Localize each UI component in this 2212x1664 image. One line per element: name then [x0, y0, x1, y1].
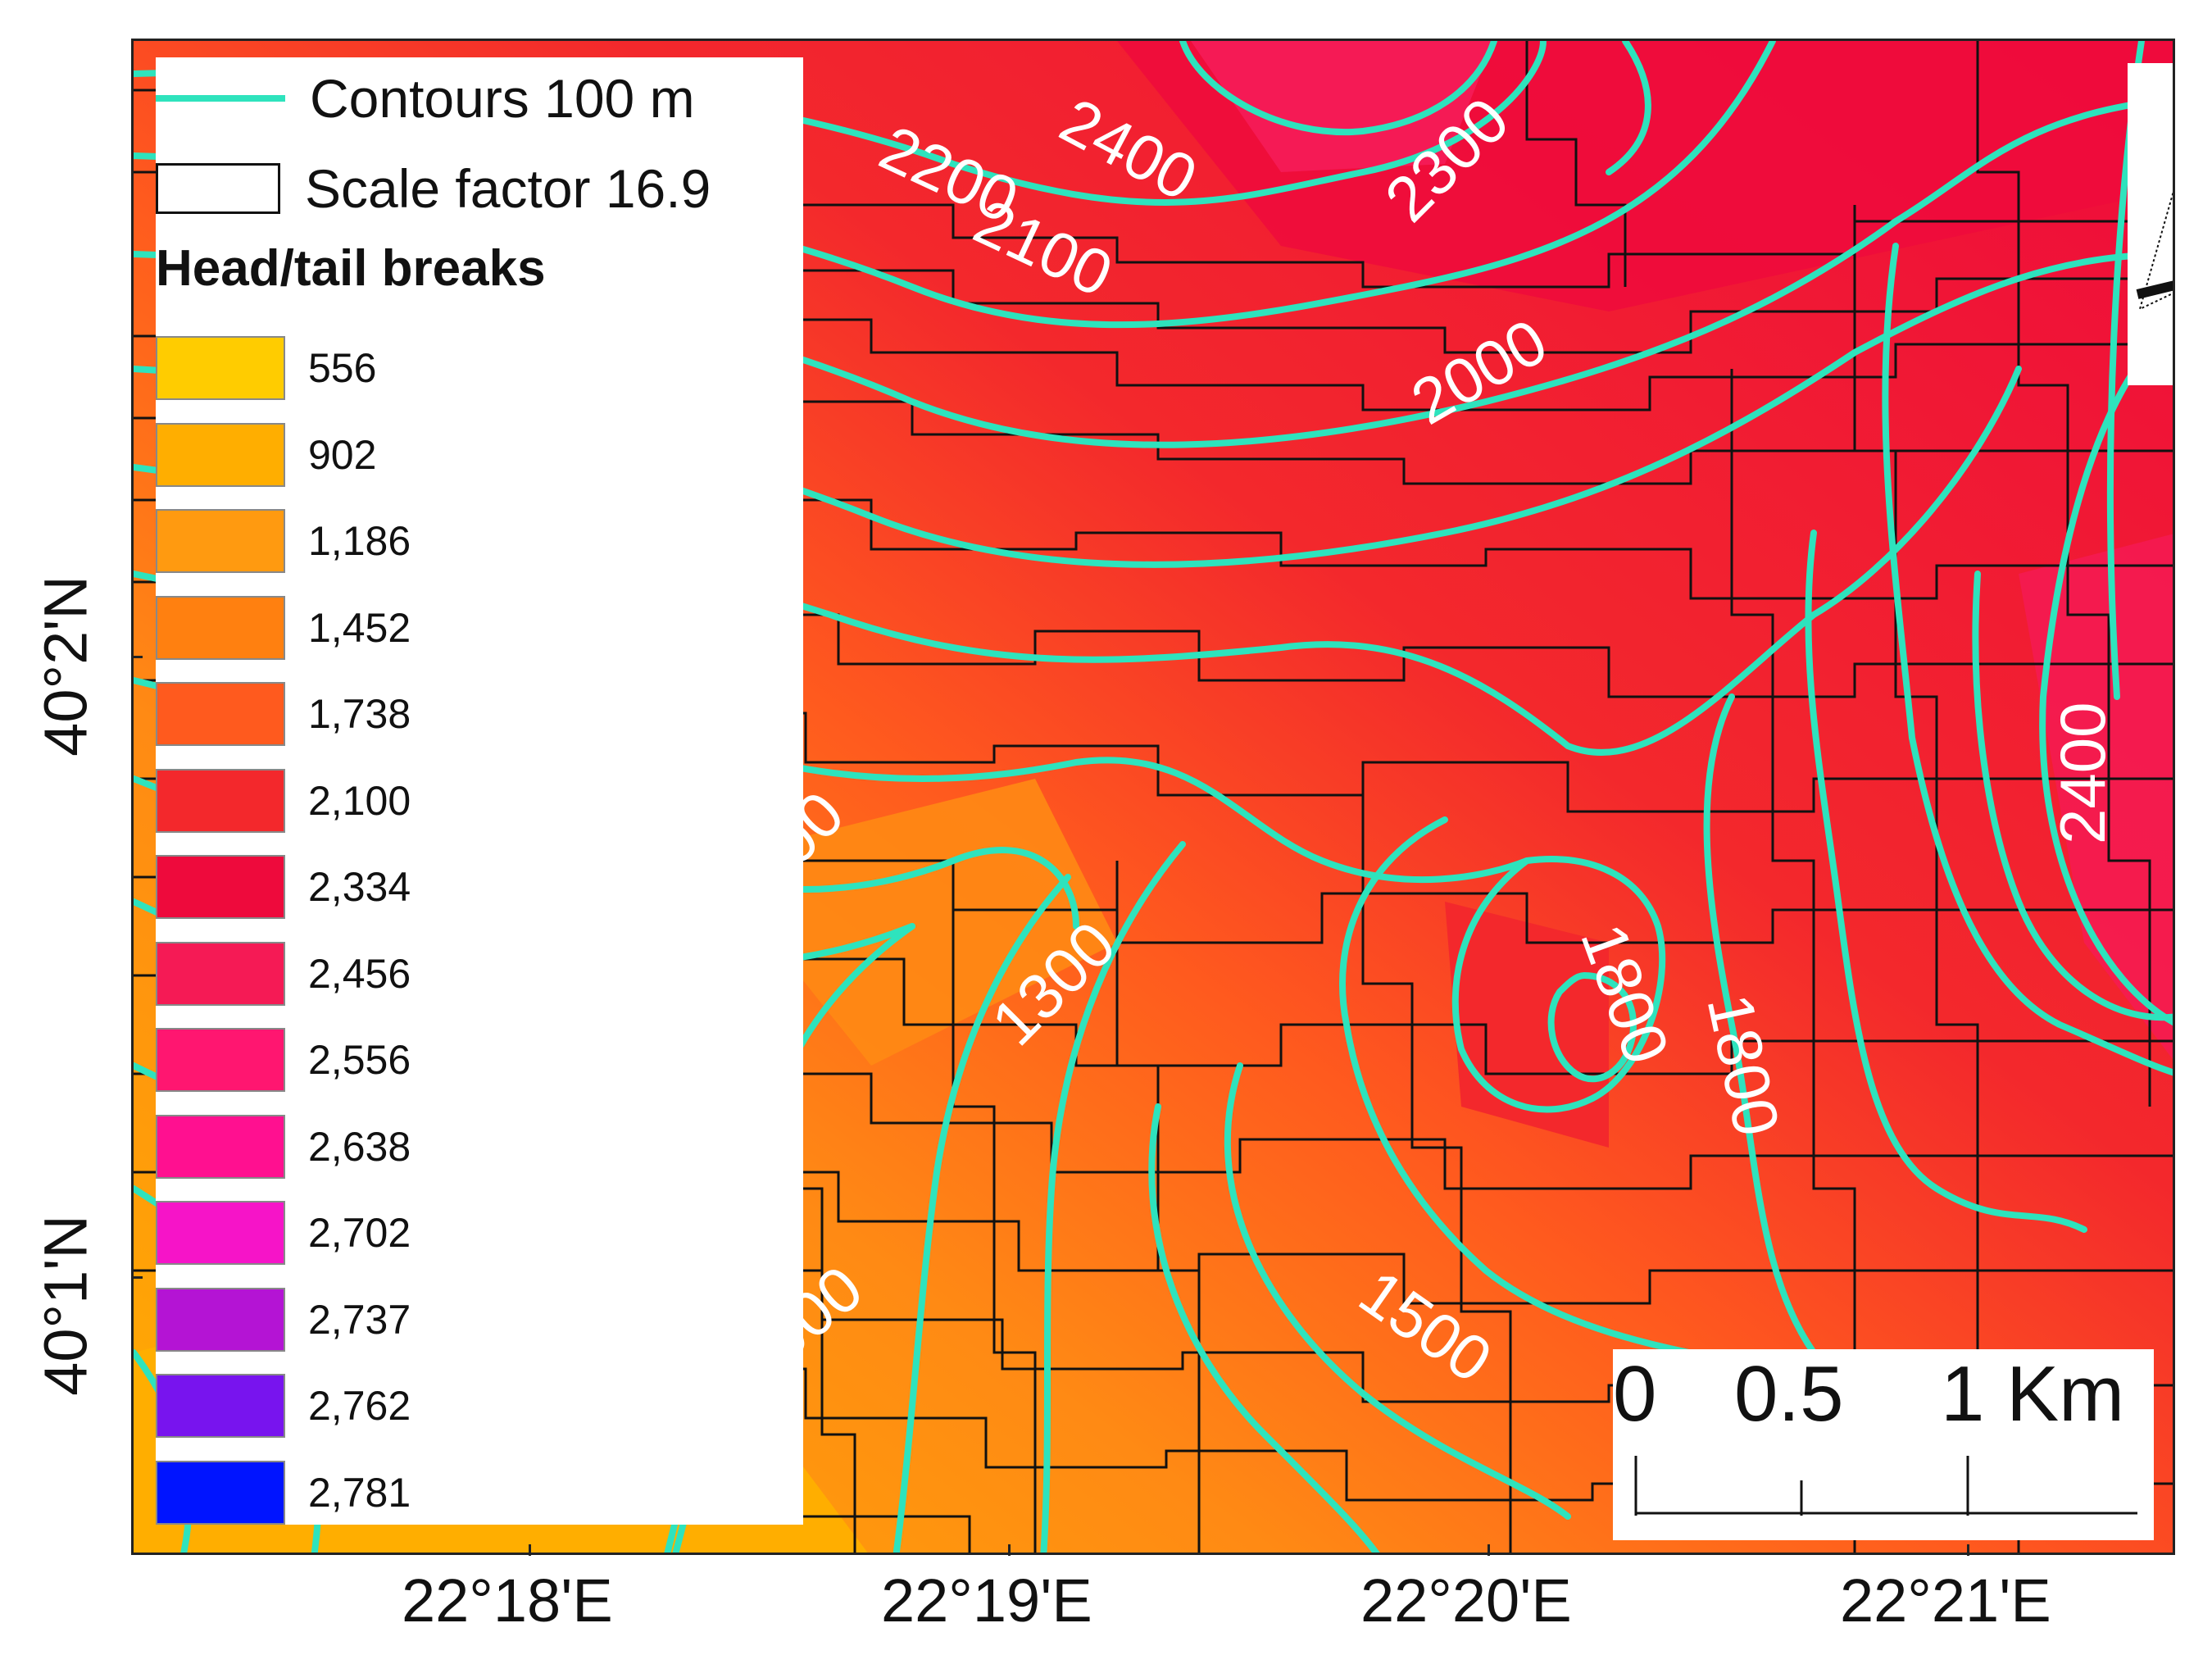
legend-class-label: 902	[308, 431, 377, 478]
x-tick-mark	[1488, 1544, 1490, 1556]
legend-swatch	[156, 336, 285, 400]
x-tick-mark	[529, 1544, 531, 1556]
contour-line-symbol	[156, 95, 285, 102]
scale-bar-label-half: 0.5	[1734, 1350, 1844, 1438]
y-tick-label: 40°2'N	[31, 575, 100, 757]
y-tick-mark	[131, 1276, 143, 1279]
north-arrow-icon: N	[2136, 191, 2175, 396]
legend-swatch	[156, 1287, 285, 1352]
map-legend: Contours 100 m Scale factor 16.9 Head/ta…	[156, 57, 803, 1525]
scale-bar-label-1km: 1 Km	[1941, 1350, 2125, 1438]
legend-swatch	[156, 941, 285, 1006]
legend-title: Head/tail breaks	[156, 240, 546, 297]
legend-class-row: 1,186	[156, 509, 411, 573]
legend-class-row: 2,762	[156, 1374, 411, 1438]
legend-swatch	[156, 768, 285, 833]
legend-class-row: 2,334	[156, 855, 411, 919]
legend-scale-factor-label: Scale factor 16.9	[305, 158, 711, 219]
x-tick-label: 22°21'E	[1840, 1566, 2051, 1634]
scale-factor-symbol	[156, 163, 280, 214]
north-arrow: N	[2128, 63, 2175, 396]
legend-swatch	[156, 509, 285, 573]
legend-class-label: 2,100	[308, 777, 411, 824]
legend-class-row: 1,738	[156, 682, 411, 746]
x-tick-label: 22°18'E	[402, 1566, 613, 1634]
legend-swatch	[156, 682, 285, 746]
map-frame: 2200 2400 2300 2100 2000 2400 00 1300 18…	[131, 39, 2175, 1555]
legend-swatch	[156, 855, 285, 919]
legend-class-label: 2,638	[308, 1123, 411, 1170]
legend-class-label: 1,186	[308, 518, 411, 564]
scale-bar-ruler	[1634, 1456, 2137, 1516]
legend-class-label: 2,556	[308, 1037, 411, 1083]
legend-class-row: 2,737	[156, 1287, 411, 1352]
legend-class-label: 2,781	[308, 1469, 411, 1516]
legend-class-row: 2,638	[156, 1114, 411, 1179]
legend-swatch	[156, 1028, 285, 1092]
legend-swatch	[156, 1460, 285, 1525]
x-tick-label: 22°20'E	[1360, 1566, 1572, 1634]
legend-class-label: 2,762	[308, 1383, 411, 1429]
y-tick-label: 40°1'N	[31, 1215, 100, 1396]
legend-class-label: 2,737	[308, 1296, 411, 1343]
scale-bar-label-0: 0	[1613, 1350, 1657, 1438]
legend-scale-factor-row: Scale factor 16.9	[156, 148, 711, 230]
legend-swatch	[156, 1374, 285, 1438]
x-tick-mark	[1967, 1544, 1969, 1556]
legend-class-row: 1,452	[156, 595, 411, 660]
legend-swatch	[156, 595, 285, 660]
legend-class-row: 2,456	[156, 941, 411, 1006]
legend-contours-label: Contours 100 m	[310, 68, 695, 129]
contour-label: 2400	[2046, 702, 2119, 844]
x-tick-label: 22°19'E	[881, 1566, 1092, 1634]
legend-class-row: 902	[156, 422, 377, 487]
legend-class-label: 1,738	[308, 691, 411, 737]
legend-class-label: 2,702	[308, 1210, 411, 1256]
legend-class-row: 556	[156, 336, 376, 400]
legend-class-label: 2,456	[308, 950, 411, 997]
legend-class-label: 556	[308, 345, 377, 391]
legend-class-row: 2,781	[156, 1460, 411, 1525]
legend-class-label: 1,452	[308, 604, 411, 651]
legend-class-row: 2,702	[156, 1201, 411, 1265]
legend-class-row: 2,556	[156, 1028, 411, 1092]
legend-swatch	[156, 1201, 285, 1265]
scale-bar: 0 0.5 1 Km	[1613, 1349, 2154, 1540]
legend-swatch	[156, 1114, 285, 1179]
north-letter: N	[2170, 286, 2175, 385]
legend-class-label: 2,334	[308, 864, 411, 910]
y-tick-mark	[131, 656, 143, 658]
x-tick-mark	[1008, 1544, 1011, 1556]
legend-contours-row: Contours 100 m	[156, 57, 695, 139]
legend-class-row: 2,100	[156, 768, 411, 833]
legend-swatch	[156, 422, 285, 487]
